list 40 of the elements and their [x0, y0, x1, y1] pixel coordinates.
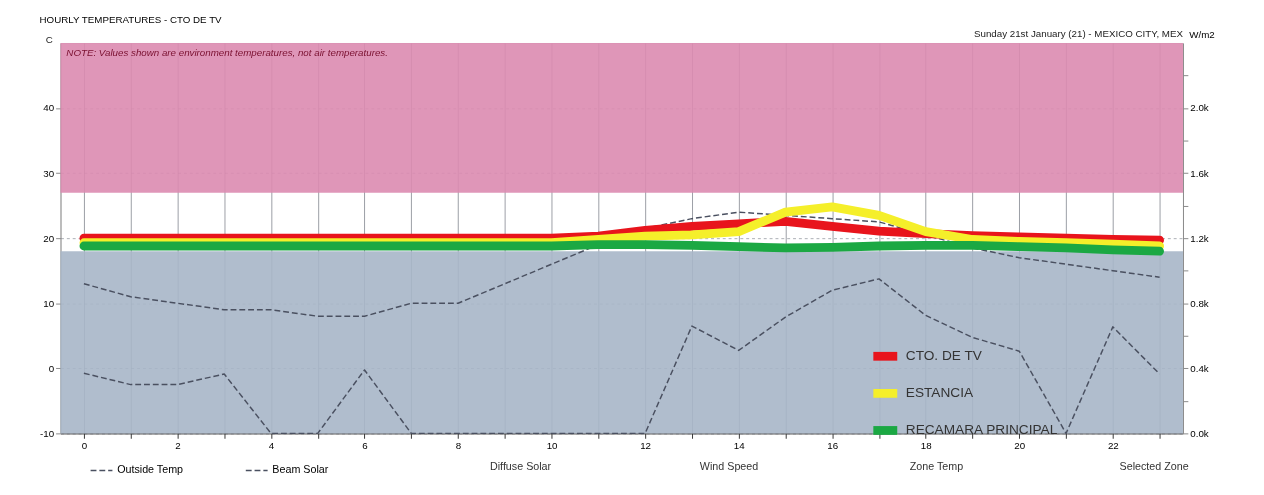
x-tick-label: 0	[81, 439, 88, 451]
y-tick-label: 10	[43, 297, 55, 309]
y2-tick-label: 0.0k	[1190, 427, 1209, 439]
annotation: NOTE: Values shown are environment temperatures, not air temperatures.	[66, 46, 388, 58]
x-tick-label: 10	[546, 439, 559, 451]
chart-title: HOURLY TEMPERATURES - CTO DE TV	[39, 14, 223, 26]
y2-tick-label: 2.0k	[1190, 102, 1209, 114]
x-tick-label: 12	[640, 439, 652, 451]
y2-axis-title: W/m2	[1189, 28, 1215, 40]
line-series	[83, 278, 1161, 435]
x-tick-label: 16	[827, 439, 839, 451]
text: Zone Temp	[909, 459, 964, 472]
y2-tick-label: 1.2k	[1190, 232, 1209, 244]
y-tick-label: 0	[48, 362, 55, 374]
chart-subtitle: Sunday 21st January (21) - MEXICO CITY, MEX	[974, 28, 1184, 40]
text: Diffuse Solar	[489, 459, 552, 472]
x-tick-label: 2	[175, 439, 181, 451]
y-tick-label: -10	[40, 427, 55, 439]
x-tick-label: 22	[1107, 439, 1119, 451]
x-tick-label: 18	[920, 439, 932, 451]
y2-tick-label: 0.8k	[1190, 297, 1209, 309]
legend-label: Beam Solar	[272, 463, 329, 476]
x-tick-label: 4	[268, 439, 275, 451]
legend-label: ESTANCIA	[905, 385, 974, 401]
text: Wind Speed	[699, 459, 759, 472]
x-tick-label: 8	[455, 439, 462, 451]
legend-label: RECAMARA PRINCIPAL	[905, 422, 1058, 438]
y-axis-title: C	[45, 33, 53, 45]
y2-tick-label: 0.4k	[1190, 362, 1209, 374]
x-tick-label: 14	[733, 439, 746, 451]
y2-tick-label: 1.6k	[1190, 167, 1209, 179]
y-tick-label: 20	[43, 232, 55, 244]
legend-label: CTO. DE TV	[905, 348, 983, 364]
x-tick-label: 20	[1014, 439, 1026, 451]
text: Selected Zone	[1119, 459, 1189, 472]
y-tick-label: 40	[43, 102, 55, 114]
legend-label: Outside Temp	[117, 463, 184, 476]
line-series	[83, 211, 1161, 317]
x-tick-label: 6	[362, 439, 368, 451]
y-tick-label: 30	[43, 167, 55, 179]
